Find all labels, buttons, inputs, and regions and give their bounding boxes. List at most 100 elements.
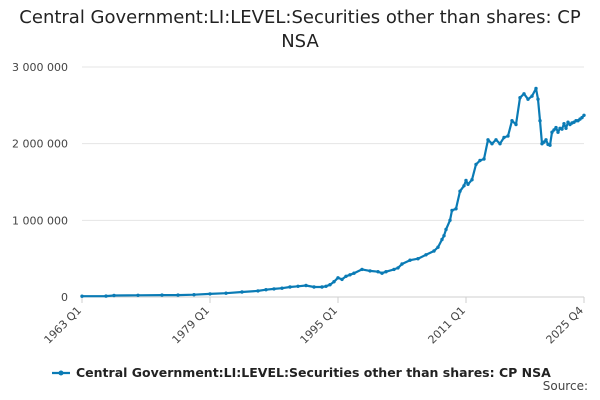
- data-point: [324, 284, 328, 288]
- data-point: [208, 292, 212, 296]
- x-tick-label: 1979 Q1: [170, 304, 213, 347]
- data-point: [548, 143, 552, 147]
- y-tick-label: 2 000 000: [12, 138, 68, 151]
- legend-swatch-marker: [58, 370, 64, 376]
- y-axis: 0 1 000 000 2 000 000 3 000 000: [12, 61, 68, 304]
- data-point: [526, 97, 530, 101]
- data-point: [304, 283, 308, 288]
- chart-title: Central Government:LI:LEVEL:Securities o…: [19, 7, 581, 52]
- data-point: [510, 119, 514, 123]
- data-point: [360, 267, 364, 272]
- data-point: [442, 234, 446, 238]
- data-point: [348, 273, 352, 277]
- data-point: [328, 283, 332, 287]
- data-point: [432, 249, 436, 253]
- data-point: [240, 290, 244, 294]
- data-point: [536, 97, 540, 101]
- data-point: [566, 120, 570, 124]
- data-point: [380, 271, 384, 275]
- data-point: [560, 127, 564, 131]
- data-point: [498, 142, 502, 146]
- data-point: [544, 138, 548, 142]
- data-point: [440, 237, 444, 242]
- data-point: [352, 271, 356, 275]
- data-point: [368, 269, 372, 273]
- data-point: [458, 189, 462, 193]
- data-point: [444, 227, 448, 232]
- legend-entry: Central Government:LI:LEVEL:Securities o…: [76, 365, 551, 380]
- x-tick-label: 2025 Q4: [544, 304, 587, 347]
- y-tick-label: 1 000 000: [12, 214, 68, 227]
- data-point: [490, 142, 494, 146]
- data-point: [462, 184, 466, 188]
- gridlines: [82, 66, 584, 221]
- data-point: [514, 122, 518, 127]
- data-point: [80, 294, 84, 298]
- data-point: [288, 285, 292, 289]
- data-point: [474, 162, 478, 167]
- data-point: [160, 293, 164, 297]
- data-point: [192, 293, 196, 297]
- data-point: [136, 293, 140, 297]
- data-point: [494, 138, 498, 142]
- data-point: [340, 277, 344, 282]
- data-point: [376, 270, 380, 274]
- data-point: [396, 266, 400, 270]
- data-point: [320, 285, 324, 289]
- data-point: [416, 257, 420, 261]
- data-point: [224, 291, 228, 295]
- data-point: [332, 280, 336, 284]
- y-tick-label: 3 000 000: [12, 61, 68, 74]
- x-tick-label: 1995 Q1: [298, 304, 341, 347]
- data-point: [336, 276, 340, 280]
- series-line: [81, 87, 585, 298]
- x-tick-label: 2011 Q1: [426, 304, 469, 347]
- data-point: [450, 208, 454, 213]
- y-tick-label: 0: [61, 291, 68, 304]
- data-point: [550, 130, 554, 134]
- data-point: [518, 96, 522, 100]
- x-tick-label: 1963 Q1: [42, 304, 85, 347]
- data-point: [424, 253, 428, 257]
- data-point: [562, 122, 566, 126]
- data-point: [556, 130, 560, 134]
- data-point: [256, 289, 260, 293]
- data-point: [112, 293, 116, 298]
- data-point: [582, 113, 586, 118]
- data-point: [272, 287, 276, 291]
- data-point: [482, 157, 486, 161]
- legend[interactable]: Central Government:LI:LEVEL:Securities o…: [52, 365, 551, 380]
- data-point: [312, 285, 316, 289]
- data-point: [478, 158, 482, 163]
- x-axis: 1963 Q1 1979 Q1 1995 Q1 2011 Q1 2025 Q4: [42, 296, 587, 347]
- data-point: [552, 128, 556, 132]
- data-point: [554, 125, 558, 130]
- data-point: [400, 262, 404, 266]
- plot-area: [80, 86, 586, 298]
- data-point: [176, 293, 180, 297]
- data-point: [436, 245, 440, 249]
- data-point: [280, 286, 284, 290]
- data-point: [530, 94, 534, 98]
- data-point: [408, 258, 412, 262]
- data-point: [104, 294, 108, 298]
- data-point: [448, 218, 452, 222]
- data-point: [392, 267, 396, 272]
- data-point: [384, 270, 388, 274]
- data-point: [534, 86, 538, 91]
- data-point: [502, 135, 506, 140]
- data-point: [470, 178, 474, 182]
- data-point: [486, 138, 490, 142]
- data-point: [580, 115, 584, 120]
- source-label: Source:: [542, 379, 588, 393]
- data-point: [264, 288, 268, 292]
- data-point: [506, 134, 510, 138]
- data-point: [542, 140, 546, 144]
- data-point: [466, 182, 470, 186]
- data-point: [344, 274, 348, 278]
- data-point: [564, 126, 568, 130]
- data-point: [538, 119, 542, 123]
- data-point: [296, 284, 300, 288]
- data-point: [454, 207, 458, 211]
